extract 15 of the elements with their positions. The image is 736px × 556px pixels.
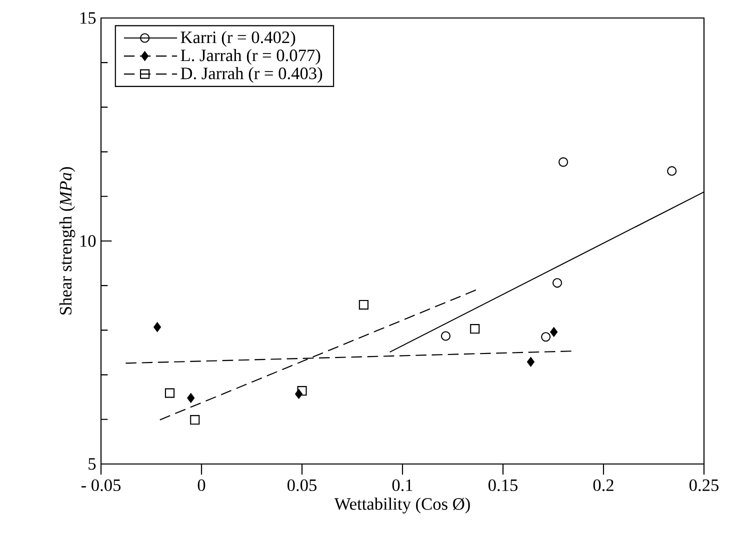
y-axis-title: Shear strength (MPa) xyxy=(59,167,76,314)
y-tick-label: 10 xyxy=(80,235,96,247)
x-tick-label: 0.15 xyxy=(488,479,518,492)
x-axis-title: Wettability (Cos Ø) xyxy=(334,498,470,514)
y-tick-label: 5 xyxy=(88,458,96,470)
y-tick-label: 15 xyxy=(80,12,96,24)
legend-label: D. Jarrah (r = 0.403) xyxy=(180,67,322,83)
x-tick-label: 0.25 xyxy=(690,479,718,492)
legend-label: Karri (r = 0.402) xyxy=(180,31,296,47)
x-tick-label: 0.2 xyxy=(593,479,614,492)
legend-label: L. Jarrah (r = 0.077) xyxy=(180,49,320,65)
x-tick-label: 0.05 xyxy=(288,479,316,492)
x-tick-label: 0 xyxy=(198,479,206,492)
x-tick-label: - 0.05 xyxy=(81,479,121,492)
x-tick-label: 0.1 xyxy=(392,479,412,492)
